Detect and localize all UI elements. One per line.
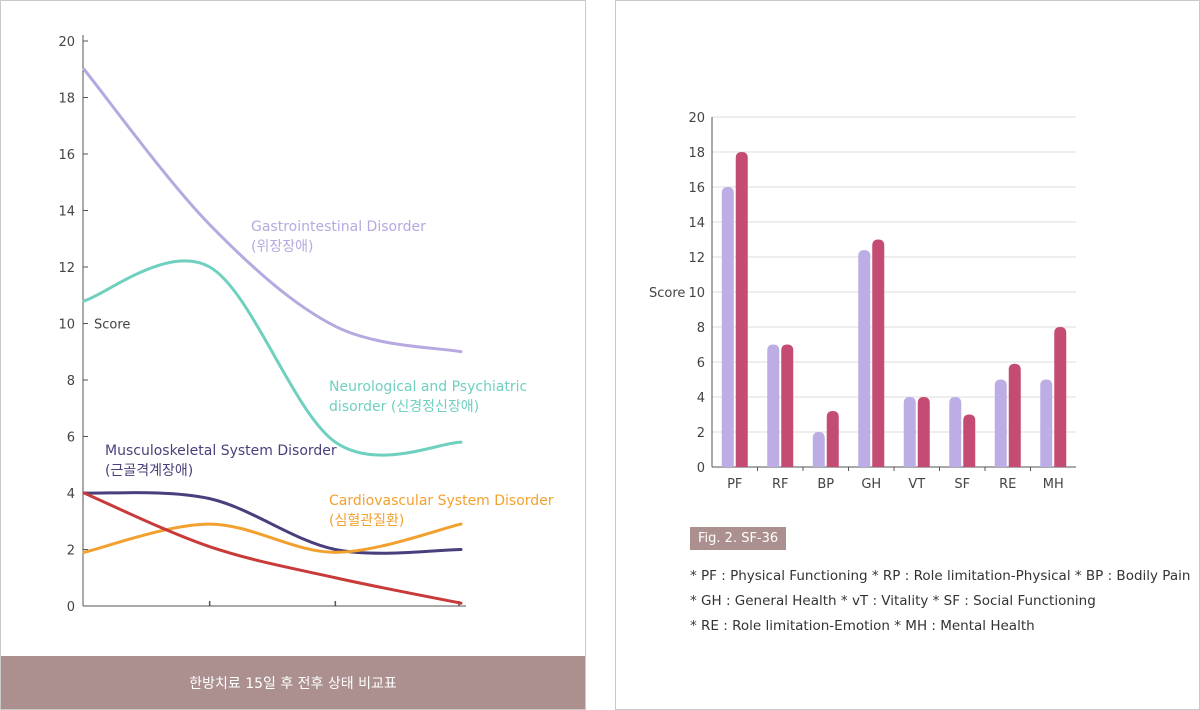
bar-rf-series2 <box>781 344 794 467</box>
x-tick-label: PF <box>727 477 742 492</box>
bar-sf-series1 <box>949 397 962 467</box>
y-axis-label: Score <box>94 318 130 333</box>
y-tick-label: 8 <box>697 321 705 336</box>
y-axis-label: Score <box>649 286 685 301</box>
neuro-label: Neurological and Psychiatric <box>329 379 527 395</box>
bar-rf-series1 <box>767 344 780 467</box>
line-chart: 0 2 4 6 8 10 12 14 16 18 20 Score Gastrointestinal D… <box>58 35 554 615</box>
cardio-line <box>82 522 463 554</box>
gastro-label: Gastrointestinal Disorder <box>251 219 426 235</box>
y-tick-label: 4 <box>697 391 705 406</box>
bar-gh-series2 <box>872 239 885 467</box>
y-tick-label: 2 <box>697 426 705 441</box>
y-tick-label: 20 <box>58 35 75 50</box>
figure-label: Fig. 2. SF-36 <box>690 527 787 550</box>
y-tick-label: 0 <box>697 461 705 476</box>
bar-sf-series2 <box>963 414 976 467</box>
x-tick-label: BP <box>817 477 834 492</box>
y-tick-label: 14 <box>58 205 75 220</box>
left-chart-panel: 0 2 4 6 8 10 12 14 16 18 20 Score Gastrointestinal D… <box>0 0 586 710</box>
x-tick-label: VT <box>908 477 925 492</box>
bar-re-series1 <box>994 379 1007 467</box>
right-chart-panel: 0 2 4 6 8 10 12 14 16 18 20 Score PF RF BP GH VT SF RE MH F… <box>615 0 1200 710</box>
musculo-label: Musculoskeletal System Disorder <box>105 443 337 459</box>
y-tick-label: 12 <box>58 261 75 276</box>
cardio-label: (심혈관질환) <box>329 513 404 529</box>
y-tick-label: 18 <box>58 92 75 107</box>
bar-vt-series2 <box>917 397 930 467</box>
abbreviation-note-1: * PF : Physical Functioning * RP : Role … <box>690 568 1191 584</box>
musculo-line <box>82 491 463 555</box>
neuro-label: disorder (신경정신장애) <box>329 399 479 415</box>
bar-bp-series1 <box>812 432 825 467</box>
x-tick-label: MH <box>1043 477 1064 492</box>
bar-mh-series1 <box>1040 379 1053 467</box>
y-tick-label: 0 <box>67 600 75 615</box>
x-tick-label: GH <box>861 477 881 492</box>
y-tick-label: 10 <box>688 286 705 301</box>
y-tick-label: 8 <box>67 374 75 389</box>
y-tick-label: 16 <box>688 181 705 196</box>
gastro-label: (위장장애) <box>251 239 313 255</box>
bar-vt-series1 <box>903 397 916 467</box>
neuro-line <box>82 259 463 457</box>
x-tick-label: RE <box>999 477 1016 492</box>
caption-text: 한방치료 15일 후 전후 상태 비교표 <box>189 675 397 692</box>
abbreviation-note-2: * GH : General Health * vT : Vitality * … <box>690 593 1096 609</box>
gastro-line <box>82 67 463 354</box>
x-tick-label: RF <box>772 477 789 492</box>
caption-bar: 한방치료 15일 후 전후 상태 비교표 <box>1 656 585 709</box>
bar-re-series2 <box>1008 363 1021 467</box>
y-tick-label: 6 <box>67 431 75 446</box>
y-tick-label: 18 <box>688 146 705 161</box>
bar-pf-series1 <box>721 187 734 467</box>
bar-chart: 0 2 4 6 8 10 12 14 16 18 20 Score PF RF BP GH VT SF RE MH <box>649 111 1076 492</box>
y-tick-label: 20 <box>688 111 705 126</box>
bar-pf-series2 <box>735 152 748 467</box>
y-tick-label: 4 <box>67 487 75 502</box>
musculo-label: (근골격계장애) <box>105 463 193 479</box>
bar-bp-series2 <box>826 411 839 467</box>
y-tick-label: 2 <box>67 544 75 559</box>
x-tick-label: SF <box>954 477 970 492</box>
y-tick-label: 6 <box>697 356 705 371</box>
y-tick-label: 12 <box>688 251 705 266</box>
red-line <box>82 491 463 605</box>
y-tick-label: 16 <box>58 148 75 163</box>
abbreviation-note-3: * RE : Role limitation-Emotion * MH : Me… <box>690 618 1035 634</box>
bar-mh-series2 <box>1054 327 1067 467</box>
y-tick-label: 14 <box>688 216 705 231</box>
bar-gh-series1 <box>858 250 871 467</box>
y-tick-label: 10 <box>58 318 75 333</box>
cardio-label: Cardiovascular System Disorder <box>329 493 554 509</box>
